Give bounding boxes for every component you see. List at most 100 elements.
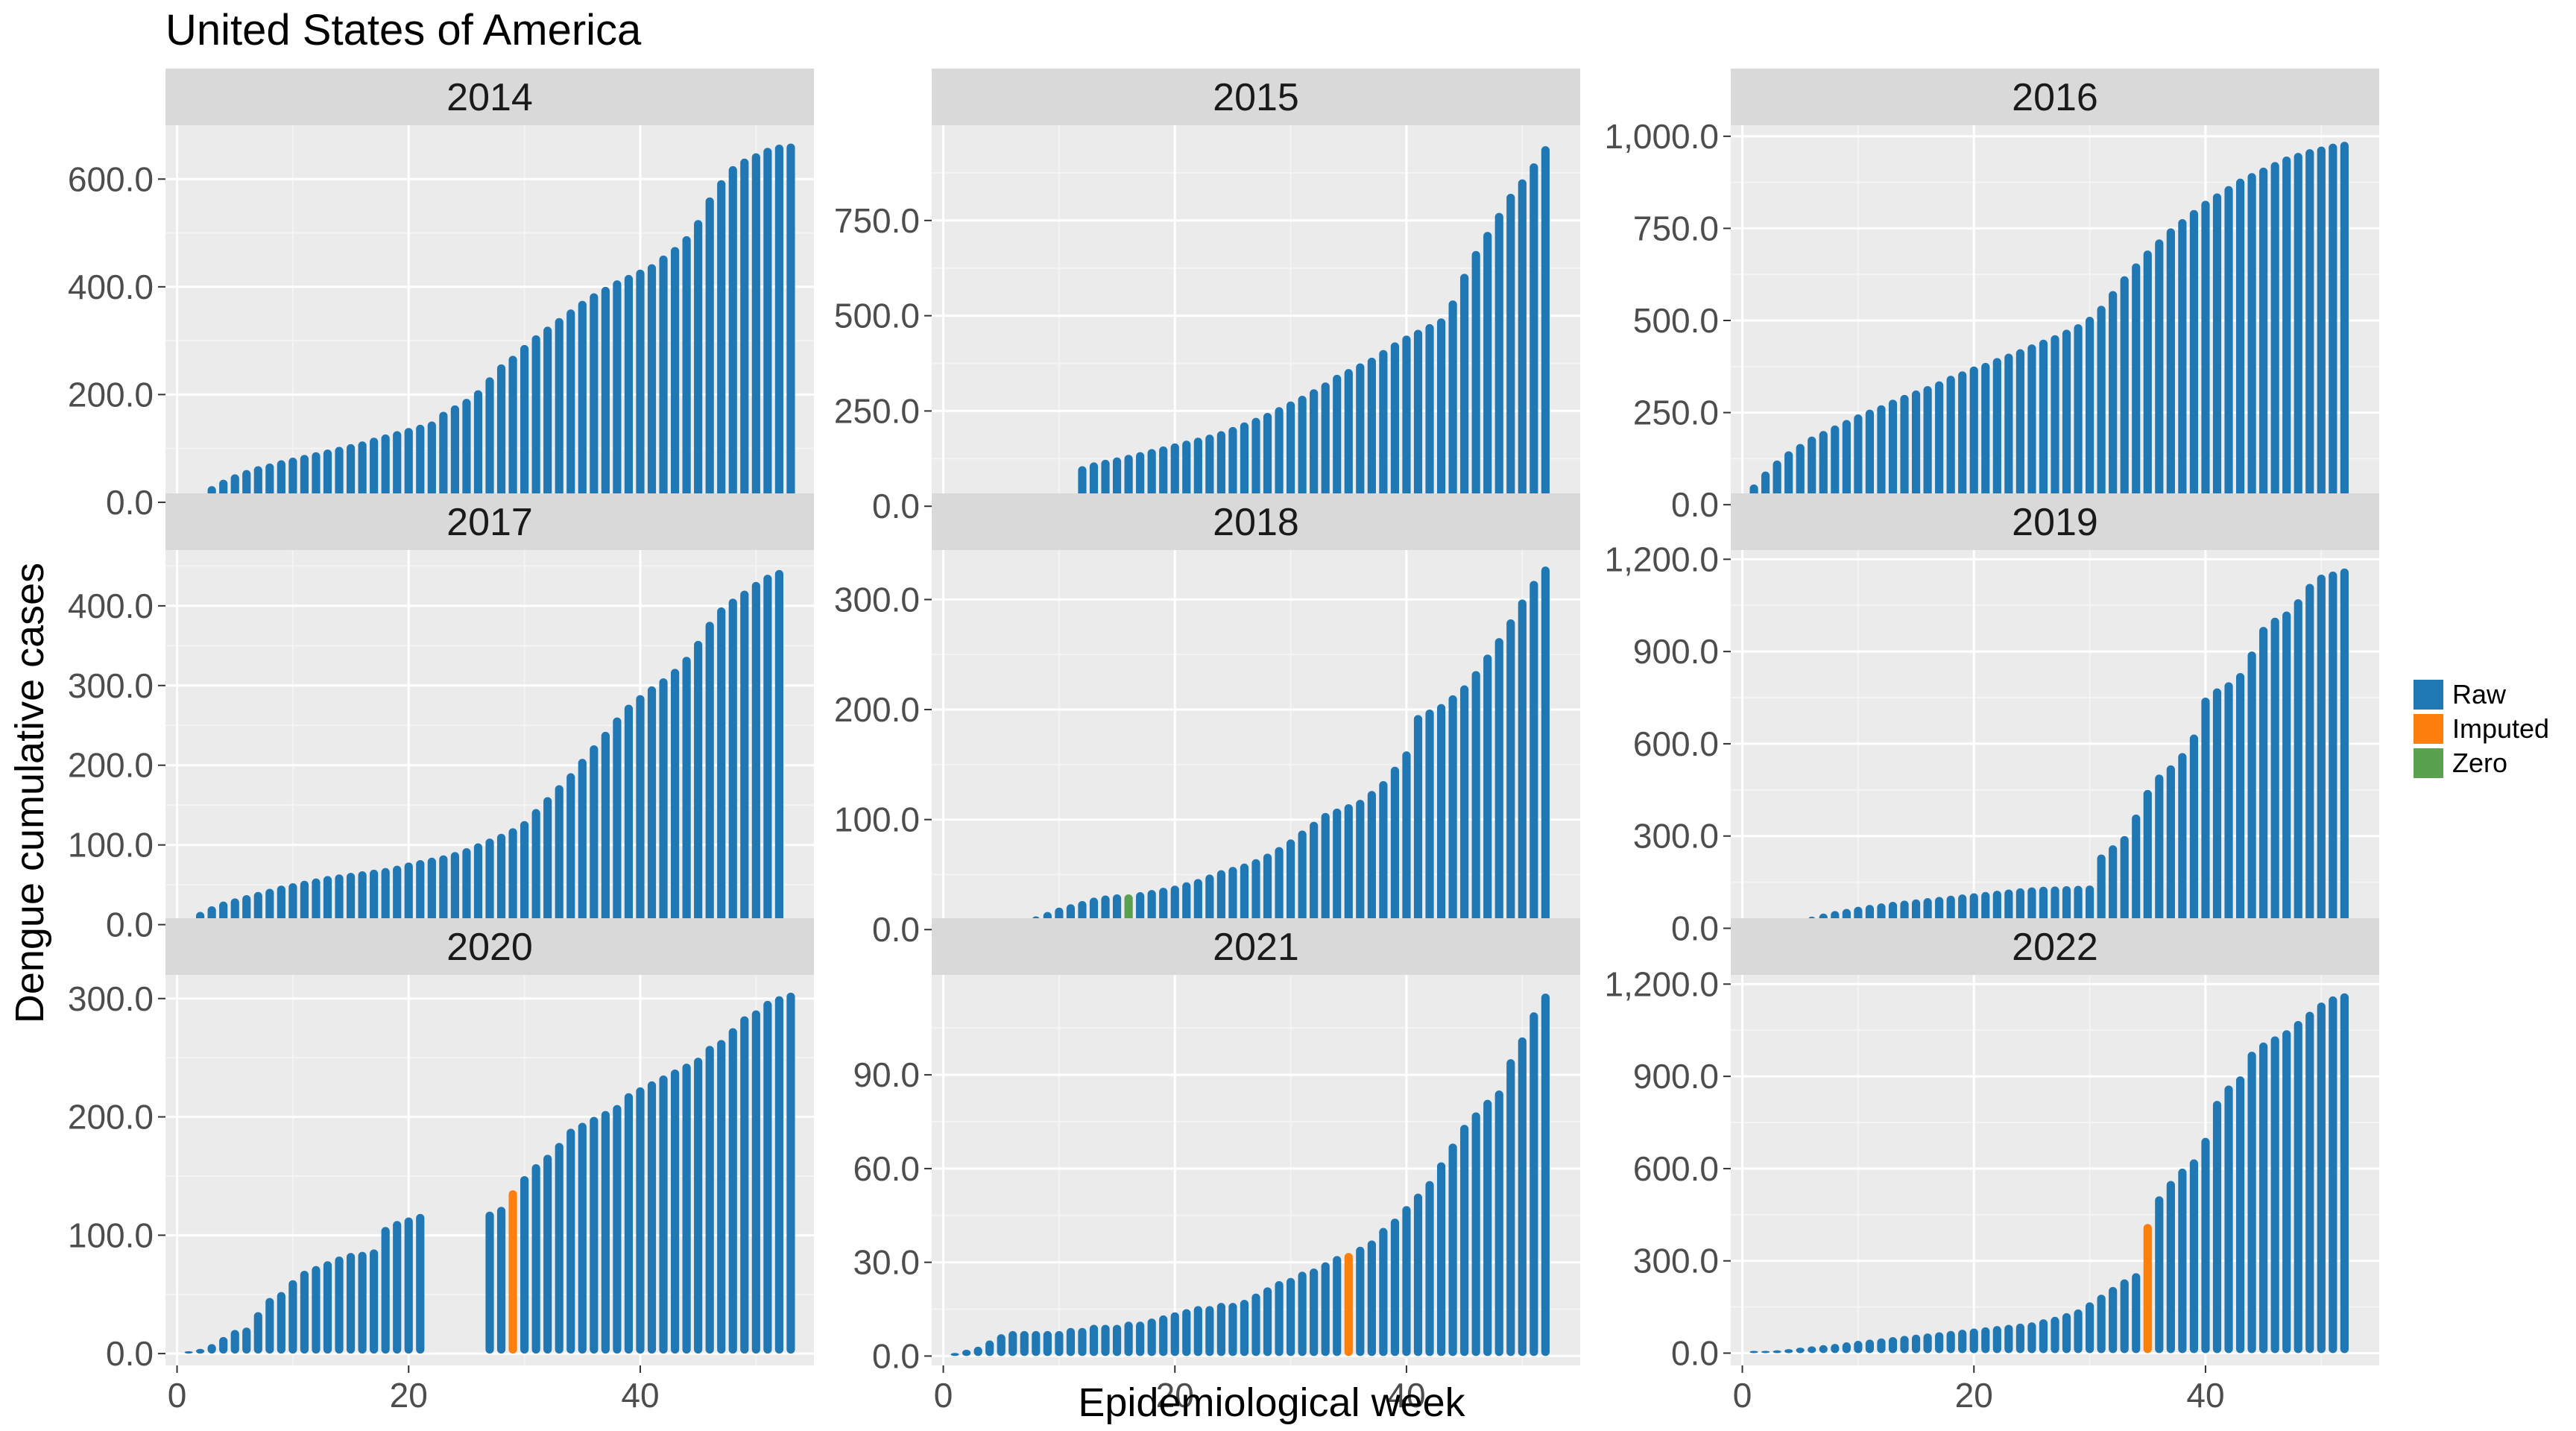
bar-week-24	[2015, 349, 2024, 505]
bar-week-49	[1506, 1059, 1515, 1356]
bar-week-43	[2235, 178, 2245, 505]
bar-week-17	[1136, 1321, 1145, 1356]
bar-week-25	[462, 399, 471, 502]
bar-week-24	[450, 852, 459, 925]
bar-week-28	[496, 1207, 506, 1354]
bar-week-16	[1923, 1333, 1932, 1353]
bar-week-13	[1888, 399, 1898, 505]
bar-week-30	[520, 1175, 529, 1354]
bar-week-53	[786, 992, 795, 1354]
legend-key-raw	[2414, 680, 2443, 710]
y-tick-label: 900.0	[1633, 1057, 1719, 1096]
bar-week-8	[265, 888, 274, 925]
bar-week-38	[613, 280, 622, 502]
bar-week-34	[1333, 808, 1342, 930]
bar-week-31	[1298, 1272, 1307, 1356]
bar-week-22	[1193, 1306, 1202, 1356]
bar-week-16	[1923, 385, 1932, 505]
bar-week-39	[624, 704, 634, 925]
bar-week-17	[370, 1249, 379, 1354]
bar-week-46	[2270, 1036, 2279, 1353]
bar-week-45	[1460, 1125, 1469, 1356]
y-tick-label: 300.0	[834, 580, 920, 619]
bar-week-47	[717, 607, 726, 925]
bar-week-19	[1159, 446, 1168, 507]
bar-week-5	[1796, 1348, 1805, 1353]
y-tick-label: 500.0	[1633, 301, 1719, 340]
y-tick-label: 0.0	[106, 483, 154, 522]
bar-week-16	[358, 441, 367, 502]
legend-key-zero	[2414, 748, 2443, 778]
bar-week-29	[1275, 847, 1284, 930]
y-tick-label: 600.0	[1633, 724, 1719, 763]
bar-week-47	[1483, 1099, 1492, 1356]
bar-week-35	[578, 759, 587, 925]
bar-week-28	[496, 833, 506, 925]
bar-week-45	[694, 640, 703, 925]
bar-week-47	[1483, 232, 1492, 507]
bar-week-34	[566, 309, 575, 502]
bar-week-51	[2329, 143, 2337, 505]
bar-week-18	[381, 434, 390, 502]
bar-week-36	[2155, 1196, 2164, 1353]
bar-week-48	[2294, 1020, 2302, 1353]
bar-week-9	[277, 460, 285, 502]
bar-week-12	[1877, 1338, 1886, 1353]
bar-week-27	[1251, 859, 1260, 930]
bar-week-50	[751, 581, 760, 925]
bar-week-20	[1170, 1312, 1179, 1356]
bar-week-12	[1078, 1327, 1087, 1356]
bar-week-25	[462, 847, 471, 925]
bar-week-21	[1182, 1309, 1191, 1356]
bars	[950, 566, 1550, 930]
bar-week-3	[207, 1344, 216, 1354]
bar-week-18	[381, 1227, 390, 1354]
bar-week-48	[1494, 638, 1503, 930]
bar-week-22	[427, 857, 436, 925]
bar-week-28	[1263, 1287, 1272, 1356]
bar-week-45	[2259, 1042, 2268, 1353]
bar-week-32	[543, 1154, 552, 1354]
panel-2022: 2022 0.0 300.0 600.0 900.0 1,200.0 0 20 40	[1605, 918, 2379, 1415]
bars	[1749, 993, 2349, 1353]
bar-week-51	[1530, 1012, 1538, 1356]
bar-week-39	[2189, 1159, 2199, 1353]
y-tick-label: 0.0	[872, 910, 920, 949]
bar-week-9	[277, 1292, 285, 1354]
y-tick-label: 600.0	[68, 159, 154, 198]
bar-week-18	[1147, 449, 1156, 507]
bars	[184, 143, 795, 502]
bar-week-14	[335, 874, 344, 925]
bar-week-40	[1402, 1206, 1411, 1356]
bar-week-51	[763, 1000, 772, 1354]
bar-week-19	[393, 431, 402, 502]
bar-week-27	[485, 838, 494, 925]
bar-week-34	[2132, 814, 2141, 929]
y-tick-label: 400.0	[68, 587, 154, 625]
bar-week-49	[740, 158, 749, 502]
y-tick-label: 0.0	[1671, 1333, 1719, 1372]
y-tick-label: 300.0	[68, 666, 154, 705]
bar-week-15	[346, 1253, 356, 1354]
bar-week-8	[1032, 1330, 1041, 1356]
bar-week-35	[1344, 369, 1353, 507]
panel-strip-label: 2019	[2012, 501, 2098, 544]
bar-week-12	[312, 452, 321, 502]
bar-week-24	[450, 405, 459, 502]
y-tick-label: 0.0	[872, 487, 920, 525]
bar-week-29	[2074, 1309, 2083, 1353]
bar-week-33	[2120, 276, 2129, 505]
panel-strip	[932, 918, 1580, 975]
bar-week-52	[2340, 993, 2349, 1353]
y-tick-label: 0.0	[872, 1336, 920, 1375]
panel-strip	[1731, 493, 2379, 550]
y-tick-label: 60.0	[853, 1149, 920, 1188]
panel-2015: 2015 0.0 250.0 500.0 750.0	[834, 69, 1580, 525]
bar-week-11	[1865, 409, 1875, 505]
bar-week-37	[2166, 228, 2175, 505]
bar-week-40	[636, 1087, 645, 1354]
bar-week-29	[2074, 885, 2083, 929]
bar-week-26	[473, 390, 483, 502]
panel-strip	[1731, 918, 2379, 975]
panel-strip-label: 2015	[1213, 76, 1299, 119]
